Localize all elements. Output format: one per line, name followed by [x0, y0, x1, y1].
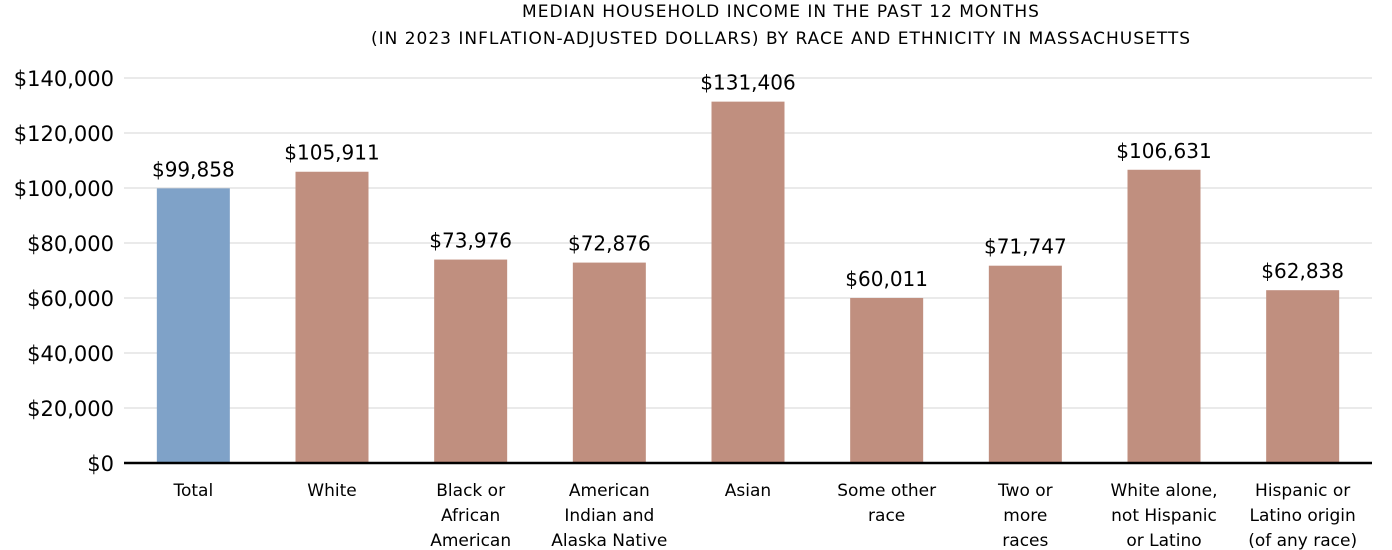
bar — [1266, 290, 1340, 463]
y-tick-label: $40,000 — [27, 342, 114, 366]
data-label: $106,631 — [1116, 139, 1211, 163]
bar — [434, 259, 508, 463]
data-label: $73,976 — [429, 229, 512, 253]
category-label: Hispanic or Latino origin (of any race) — [1248, 481, 1357, 550]
category-label: White — [307, 481, 356, 501]
data-labels: $99,858 $105,911 $73,976 $72,876 $131,406 $60… — [152, 71, 1344, 291]
bar — [1127, 169, 1201, 463]
bar — [988, 265, 1062, 463]
data-label: $99,858 — [152, 157, 235, 181]
category-label: White alone, not Hispanic or Latino — [1110, 481, 1217, 550]
y-tick-label: $100,000 — [14, 177, 114, 201]
y-tick-label: $140,000 — [14, 67, 114, 91]
bar — [572, 262, 646, 463]
y-tick-label: $80,000 — [27, 232, 114, 256]
category-label: Asian — [725, 481, 771, 501]
category-label: Some other race — [837, 481, 936, 526]
category-label: Total — [172, 481, 213, 501]
category-label: Black or African American — [430, 481, 511, 550]
bar — [156, 188, 230, 463]
y-tick-label: $120,000 — [14, 122, 114, 146]
data-label: $72,876 — [568, 232, 651, 256]
y-tick-label: $0 — [87, 452, 114, 476]
chart-title: MEDIAN HOUSEHOLD INCOME IN THE PAST 12 M… — [522, 2, 1040, 22]
y-tick-label: $60,000 — [27, 287, 114, 311]
chart-subtitle: (IN 2023 INFLATION-ADJUSTED DOLLARS) BY … — [371, 29, 1191, 49]
y-tick-label: $20,000 — [27, 397, 114, 421]
bar — [295, 171, 369, 463]
x-axis-categories: Total White Black or African American America… — [172, 481, 1357, 550]
y-axis-ticks: $0 $20,000 $40,000 $60,000 $80,000 $100,000 $1… — [14, 67, 114, 476]
data-label: $131,406 — [700, 71, 795, 95]
bars — [156, 101, 1340, 464]
data-label: $105,911 — [284, 141, 379, 165]
bar — [711, 101, 785, 464]
data-label: $62,838 — [1261, 259, 1344, 283]
category-label: Two or more races — [997, 481, 1053, 550]
data-label: $60,011 — [845, 267, 928, 291]
category-label: American Indian and Alaska Native — [551, 481, 667, 550]
data-label: $71,747 — [984, 235, 1067, 259]
bar — [850, 297, 924, 463]
